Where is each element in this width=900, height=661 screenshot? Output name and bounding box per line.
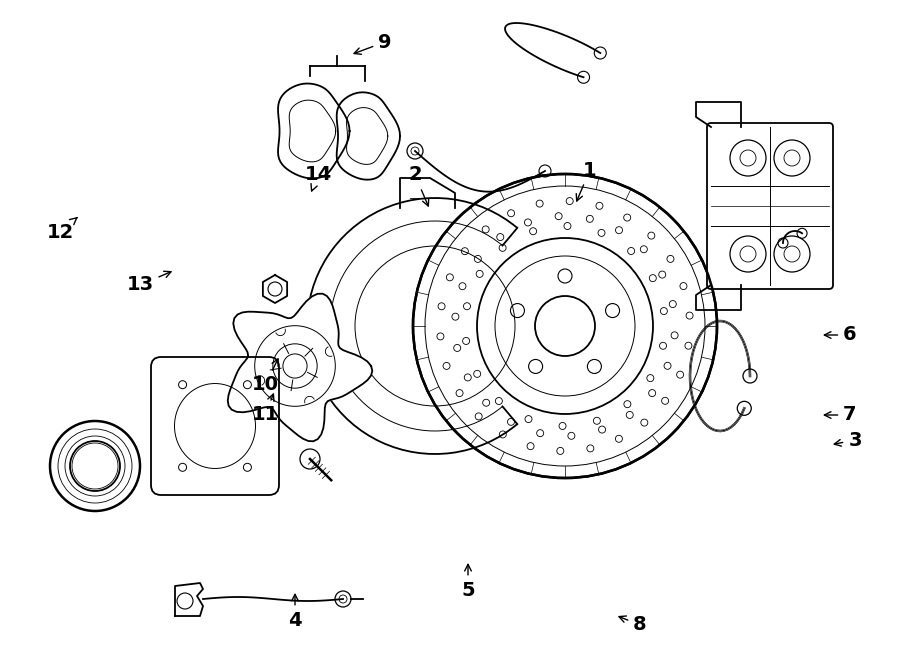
Text: 12: 12 [47,217,76,241]
Text: 13: 13 [126,271,171,295]
Text: 10: 10 [251,359,278,395]
Polygon shape [278,83,349,178]
Text: 1: 1 [576,161,597,201]
Text: 5: 5 [461,564,475,600]
Text: 2: 2 [409,165,428,206]
Circle shape [413,174,717,478]
Polygon shape [175,583,203,616]
Polygon shape [263,275,287,303]
Text: 3: 3 [834,430,862,449]
FancyBboxPatch shape [151,357,279,495]
Text: 4: 4 [288,594,302,629]
Text: 14: 14 [304,165,331,191]
Text: 8: 8 [619,615,647,635]
Polygon shape [228,293,373,442]
Text: 11: 11 [251,394,279,424]
Polygon shape [337,93,400,180]
Text: 6: 6 [824,325,857,344]
Text: 7: 7 [824,405,857,424]
FancyBboxPatch shape [707,123,833,289]
Text: 9: 9 [354,32,392,54]
